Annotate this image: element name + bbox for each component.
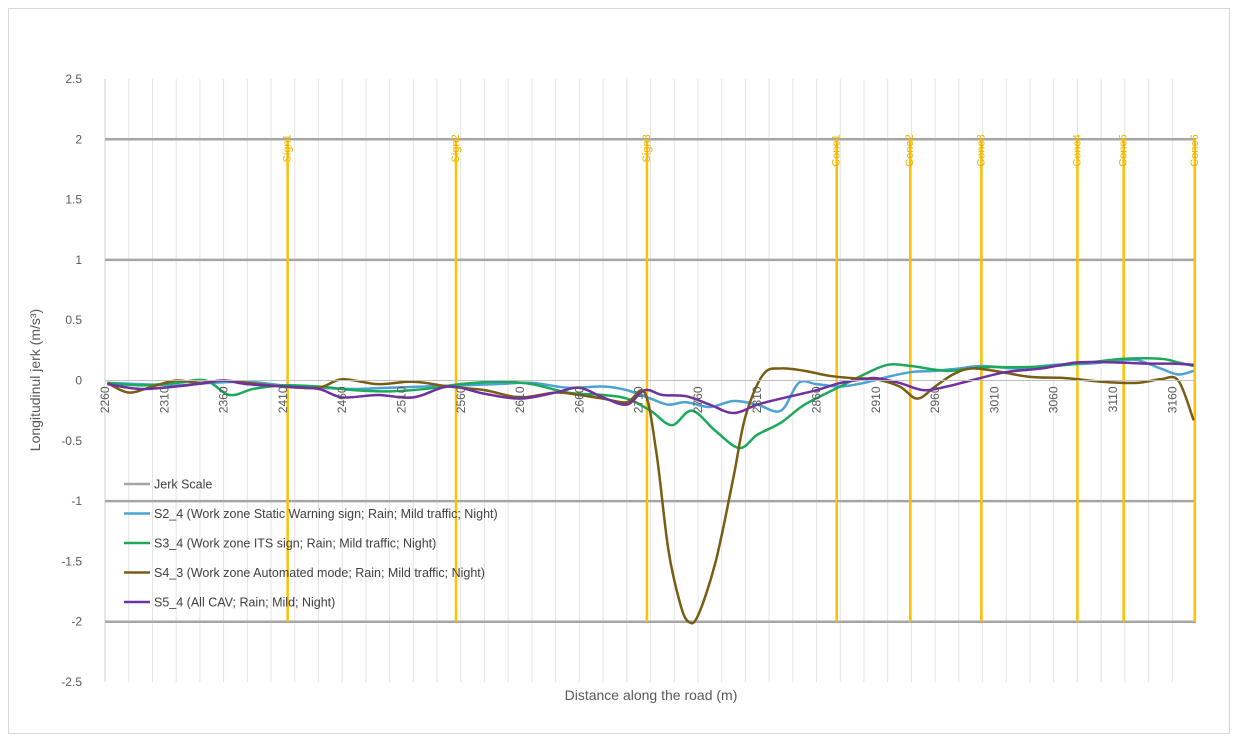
x-tick-label: 2910: [869, 386, 883, 413]
x-tick-label: 2760: [691, 386, 705, 413]
y-tick-label: 1.5: [65, 193, 82, 207]
x-tick-label: 2810: [750, 386, 764, 413]
x-axis: 2260 2310 2360 2410 2460 2510 2560 2610 2660 2710…: [98, 380, 1196, 413]
legend-label: S3_4 (Work zone ITS sign; Rain; Mild tra…: [154, 537, 436, 551]
x-tick-label: 2710: [632, 386, 646, 413]
x-tick-label: 2960: [928, 386, 942, 413]
x-tick-label: 2310: [157, 386, 171, 413]
x-tick-label: 2360: [217, 386, 231, 413]
marker-label: Cone3: [975, 134, 987, 166]
y-tick-label: -0.5: [61, 434, 82, 448]
x-axis-title: Distance along the road (m): [565, 687, 738, 703]
x-tick-label: 3010: [987, 386, 1001, 413]
y-tick-label: 0: [75, 374, 82, 388]
y-tick-label: -2.5: [61, 675, 82, 689]
x-tick-label: 2460: [335, 386, 349, 413]
legend-label: S4_3 (Work zone Automated mode; Rain; Mi…: [154, 566, 485, 580]
x-tick-label: 2610: [513, 386, 527, 413]
data-series: [106, 357, 1195, 625]
legend: Jerk Scale S2_4 (Work zone Static Warning…: [124, 478, 498, 610]
marker-label: Sign1: [282, 134, 294, 162]
y-tick-label: 1: [75, 253, 82, 267]
x-tick-label: 2560: [454, 386, 468, 413]
x-tick-label: 3060: [1047, 386, 1061, 413]
x-tick-label: 2660: [572, 386, 586, 413]
y-tick-label: -1.5: [61, 554, 82, 568]
marker-label: Sign2: [450, 134, 462, 162]
y-tick-label: 2.5: [65, 72, 82, 86]
series-line-2: [107, 357, 1194, 450]
marker-label: Cone4: [1071, 134, 1083, 166]
marker-label: Cone6: [1189, 134, 1201, 166]
series-line-4: [107, 360, 1194, 415]
marker-label: Cone1: [831, 134, 843, 166]
marker-label: Cone2: [904, 134, 916, 166]
marker-label: Sign3: [641, 134, 653, 162]
y-tick-label: -2: [71, 615, 82, 629]
y-axis-title: Longitudinul jerk (m/s³): [27, 309, 43, 451]
x-tick-label: 2410: [276, 386, 290, 413]
x-tick-label: 2860: [810, 386, 824, 413]
y-axis: 2.5 2 1.5 1 0.5 0 -0.5 -1 -1.5 -2 -2.5: [61, 72, 82, 689]
x-tick-label: 2510: [394, 386, 408, 413]
x-tick-label: 3160: [1165, 386, 1179, 413]
y-tick-label: 0.5: [65, 313, 82, 327]
legend-label: Jerk Scale: [154, 478, 212, 492]
x-tick-label: 2260: [98, 386, 112, 413]
legend-label: S2_4 (Work zone Static Warning sign; Rai…: [154, 507, 498, 521]
x-tick-label: 3110: [1106, 386, 1120, 412]
marker-label: Cone5: [1118, 134, 1130, 166]
y-tick-label: 2: [75, 132, 82, 146]
legend-label: S5_4 (All CAV; Rain; Mild; Night): [154, 596, 335, 610]
y-tick-label: -1: [71, 494, 82, 508]
